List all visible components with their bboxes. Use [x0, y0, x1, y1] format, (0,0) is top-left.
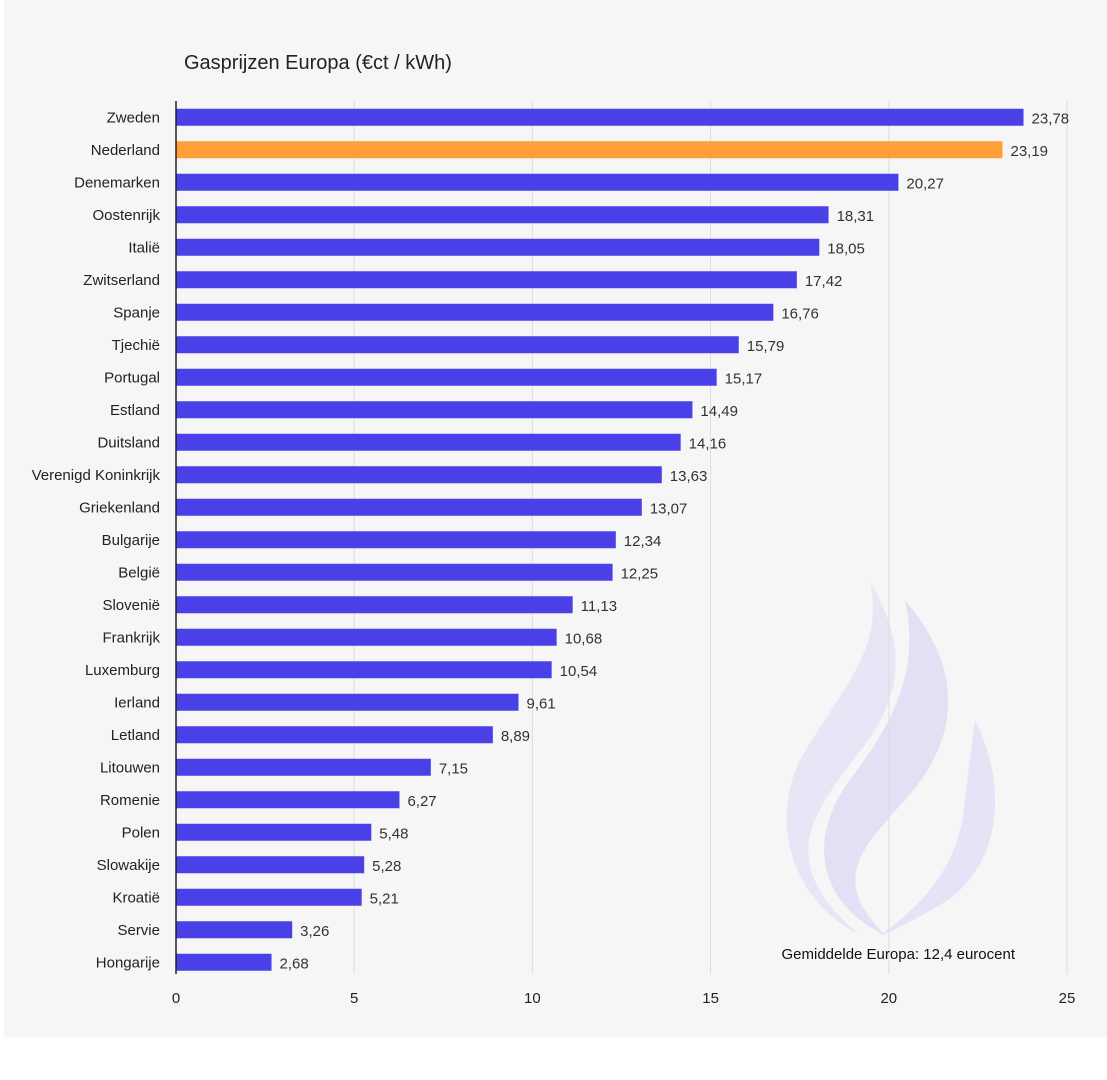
bar	[176, 271, 797, 289]
bar	[176, 173, 899, 191]
chart-title: Gasprijzen Europa (€ct / kWh)	[184, 52, 452, 74]
bar	[176, 433, 681, 451]
category-label: Frankrijk	[102, 629, 160, 646]
category-label: Bulgarije	[102, 532, 160, 549]
bar	[176, 758, 431, 776]
category-label: Kroatië	[112, 889, 160, 906]
value-label: 14,16	[689, 435, 727, 452]
bar	[176, 661, 552, 679]
bars	[176, 108, 1024, 971]
category-label: België	[118, 564, 160, 581]
bar	[176, 791, 400, 809]
category-label: Griekenland	[79, 499, 160, 516]
category-label: Polen	[122, 824, 160, 841]
bar	[176, 693, 519, 711]
bar	[176, 303, 774, 321]
value-label: 5,48	[379, 825, 408, 842]
category-label: Spanje	[113, 304, 160, 321]
value-label: 23,78	[1032, 110, 1070, 127]
bar	[176, 726, 493, 744]
category-label: Slovenië	[102, 597, 160, 614]
category-label: Litouwen	[100, 759, 160, 776]
bar	[176, 823, 372, 841]
category-label: Zweden	[107, 109, 160, 126]
bar	[176, 628, 557, 646]
category-label: Oostenrijk	[92, 207, 160, 224]
value-label: 13,63	[670, 468, 708, 485]
value-label: 3,26	[300, 923, 329, 940]
category-label: Servie	[117, 922, 160, 939]
x-axis-ticks: 0 5 10 15 20 25	[172, 990, 1076, 1007]
x-tick-label: 0	[172, 990, 180, 1007]
bar	[176, 401, 693, 419]
value-label: 9,61	[527, 695, 556, 712]
category-label: Duitsland	[97, 434, 160, 451]
bar	[176, 888, 362, 906]
category-label: Denemarken	[74, 174, 160, 191]
value-label: 13,07	[650, 500, 688, 517]
category-label: Luxemburg	[85, 662, 160, 679]
category-label: Hongarije	[96, 954, 160, 971]
bar	[176, 108, 1024, 126]
x-tick-label: 15	[702, 990, 719, 1007]
category-label: Letland	[111, 727, 160, 744]
bar	[176, 206, 829, 224]
bar	[176, 563, 613, 581]
value-label: 14,49	[700, 403, 738, 420]
category-label: Tjechië	[112, 337, 160, 354]
value-label: 2,68	[280, 955, 309, 972]
bar	[176, 531, 616, 549]
value-labels: 23,78 23,19 20,27 18,31 18,05 17,42 16,76 15,79…	[280, 110, 1070, 972]
category-labels: Zweden Nederland Denemarken Oostenrijk Itali…	[32, 109, 161, 971]
average-annotation: Gemiddelde Europa: 12,4 eurocent	[781, 946, 1016, 963]
x-tick-label: 20	[880, 990, 897, 1007]
bar	[176, 368, 717, 386]
value-label: 20,27	[906, 175, 944, 192]
x-tick-label: 5	[350, 990, 358, 1007]
flame-icon	[786, 582, 996, 935]
bar	[176, 498, 642, 516]
category-label: Zwitserland	[83, 272, 160, 289]
category-label: Nederland	[91, 142, 160, 159]
bar	[176, 596, 573, 614]
bar	[176, 953, 272, 971]
category-label: Portugal	[104, 369, 160, 386]
value-label: 15,79	[747, 338, 785, 355]
bar	[176, 921, 293, 939]
category-label: Ierland	[114, 694, 160, 711]
value-label: 7,15	[439, 760, 468, 777]
value-label: 16,76	[781, 305, 819, 322]
value-label: 5,21	[370, 890, 399, 907]
value-label: 12,34	[624, 533, 662, 550]
value-label: 10,68	[565, 630, 603, 647]
bar	[176, 466, 662, 484]
category-label: Slowakije	[97, 857, 160, 874]
value-label: 12,25	[621, 565, 659, 582]
category-label: Estland	[110, 402, 160, 419]
bar	[176, 856, 365, 874]
value-label: 6,27	[407, 793, 436, 810]
value-label: 17,42	[805, 273, 843, 290]
x-tick-label: 10	[524, 990, 541, 1007]
value-label: 18,31	[837, 208, 875, 225]
value-label: 8,89	[501, 728, 530, 745]
value-label: 10,54	[560, 663, 598, 680]
x-tick-label: 25	[1059, 990, 1076, 1007]
value-label: 23,19	[1010, 143, 1048, 160]
bar	[176, 141, 1003, 159]
value-label: 5,28	[372, 858, 401, 875]
value-label: 11,13	[581, 598, 617, 615]
category-label: Verenigd Koninkrijk	[32, 467, 161, 484]
bar	[176, 238, 820, 256]
value-label: 15,17	[725, 370, 763, 387]
category-label: Romenie	[100, 792, 160, 809]
value-label: 18,05	[827, 240, 865, 257]
category-label: Italië	[128, 239, 160, 256]
bar	[176, 336, 739, 354]
